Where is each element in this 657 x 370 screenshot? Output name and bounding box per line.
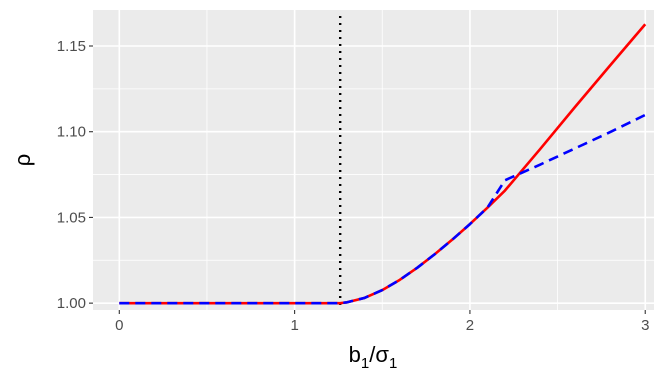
minor-gridlines: [93, 10, 654, 310]
x-axis-title-sigma-subscript: 1: [389, 355, 397, 370]
x-axis-title-sigma: σ: [375, 342, 389, 367]
y-axis-title: ρ: [10, 154, 35, 167]
x-axis-title-slash: /: [369, 342, 376, 367]
y-tick-label: 1.10: [57, 124, 86, 141]
x-tick-label: 1: [290, 317, 298, 334]
y-tick-label: 1.00: [57, 295, 86, 312]
plot-panel: [93, 10, 654, 310]
x-tick-label: 0: [115, 317, 123, 334]
y-axis-ticks: 1.00 1.05 1.10 1.15: [57, 38, 93, 312]
series-layer: [119, 23, 647, 305]
x-axis-title: b1/σ1: [349, 342, 398, 370]
y-tick-label: 1.05: [57, 209, 86, 226]
x-tick-label: 3: [641, 317, 649, 334]
x-axis-ticks: 0 1 2 3: [115, 310, 649, 334]
x-tick-label: 2: [466, 317, 474, 334]
x-axis-title-b-subscript: 1: [361, 355, 369, 370]
x-axis-title-b: b: [349, 342, 361, 367]
series-line-2: [119, 113, 646, 305]
y-tick-label: 1.15: [57, 38, 86, 55]
